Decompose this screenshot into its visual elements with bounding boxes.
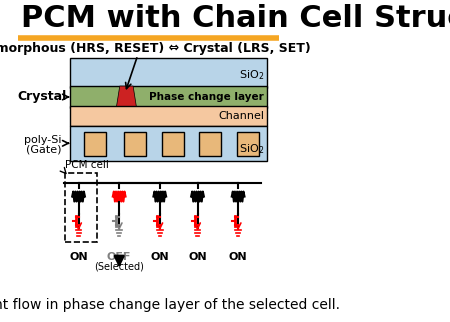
Bar (65, 173, 97, 242)
Polygon shape (116, 86, 137, 108)
Text: OFF: OFF (107, 252, 131, 262)
Bar (84, 132, 106, 156)
Bar (237, 132, 259, 156)
Bar (199, 132, 221, 156)
Bar (70, 86, 267, 108)
Bar (70, 58, 267, 88)
Bar (124, 132, 146, 156)
Bar (70, 106, 267, 126)
Bar (70, 126, 267, 161)
Text: ON: ON (69, 252, 88, 262)
Text: poly-Si: poly-Si (24, 135, 61, 145)
Text: Crystal: Crystal (18, 90, 67, 103)
Text: (Gate): (Gate) (26, 144, 61, 154)
Text: ON: ON (229, 252, 248, 262)
Text: Current flow in phase change layer of the selected cell.: Current flow in phase change layer of th… (0, 298, 340, 312)
Text: SiO$_2$: SiO$_2$ (239, 68, 264, 82)
Text: ON: ON (188, 252, 207, 262)
Text: Amorphous (HRS, RESET) ⇔ Crystal (LRS, SET): Amorphous (HRS, RESET) ⇔ Crystal (LRS, S… (0, 42, 310, 55)
Text: SiO$_2$: SiO$_2$ (239, 142, 264, 156)
Text: Channel: Channel (218, 111, 264, 121)
Bar (162, 132, 184, 156)
Text: (Selected): (Selected) (94, 261, 144, 271)
Text: Phase change layer: Phase change layer (149, 92, 264, 102)
Text: PCM with Chain Cell Structure: PCM with Chain Cell Structure (21, 4, 450, 33)
Text: PCM cell: PCM cell (65, 160, 109, 170)
Text: ON: ON (150, 252, 169, 262)
